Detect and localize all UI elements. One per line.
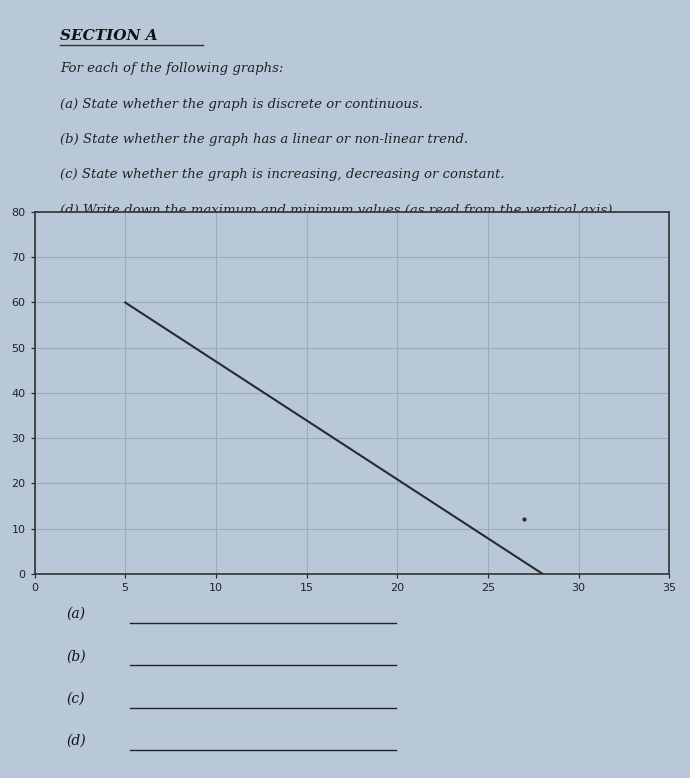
Text: (a): (a) [66,607,86,621]
Text: (c) State whether the graph is increasing, decreasing or constant.: (c) State whether the graph is increasin… [60,168,504,181]
Text: (b) State whether the graph has a linear or non-linear trend.: (b) State whether the graph has a linear… [60,133,468,146]
Text: (b): (b) [66,650,86,664]
Text: (d): (d) [66,734,86,748]
Text: SECTION A: SECTION A [60,29,157,43]
Text: For each of the following graphs:: For each of the following graphs: [60,62,284,75]
Text: (c): (c) [66,692,85,706]
Text: (a) State whether the graph is discrete or continuous.: (a) State whether the graph is discrete … [60,97,423,110]
Text: (d) Write down the maximum and minimum values (as read from the vertical axis).: (d) Write down the maximum and minimum v… [60,204,617,217]
